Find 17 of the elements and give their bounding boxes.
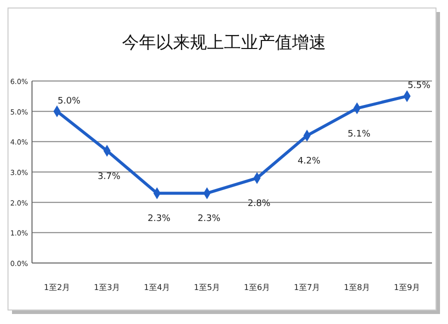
- chart-title: 今年以来规上工业产值增速: [122, 33, 326, 53]
- text: 5.5%: [408, 81, 430, 92]
- x-tick-label: 1至7月: [294, 283, 320, 292]
- x-tick-label: 1至5月: [194, 283, 220, 292]
- text: 2.3%: [198, 214, 220, 224]
- text: 2.3%: [148, 214, 170, 224]
- text: 4.2%: [298, 156, 320, 167]
- x-tick-label: 1至3月: [94, 283, 120, 292]
- x-tick-label: 1至2月: [44, 283, 70, 292]
- text: 2.8%: [248, 199, 270, 210]
- x-tick-label: 1至8月: [344, 283, 370, 292]
- x-tick-label: 1至9月: [394, 283, 420, 292]
- text: 5.0%: [58, 96, 80, 106]
- text: 3.7%: [98, 172, 120, 182]
- x-tick-label: 1至4月: [144, 283, 170, 292]
- x-tick-label: 1至6月: [244, 283, 270, 292]
- text: 5.1%: [348, 129, 370, 140]
